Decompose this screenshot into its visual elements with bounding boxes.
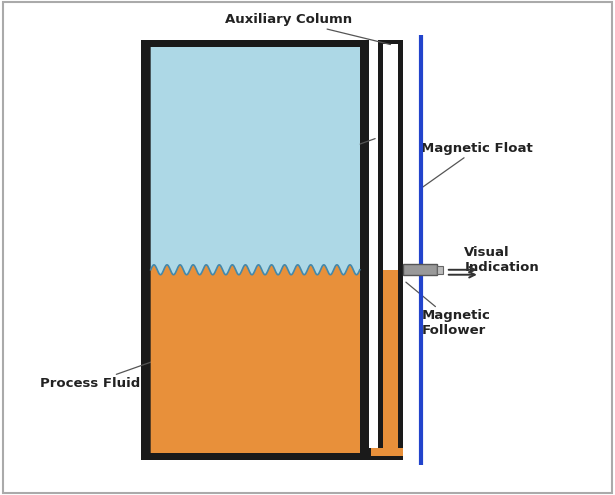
Bar — [371, 448, 403, 456]
Bar — [151, 270, 360, 453]
Text: Auxiliary Column: Auxiliary Column — [226, 13, 391, 45]
Text: Visual
Indication: Visual Indication — [464, 246, 539, 274]
Bar — [151, 47, 360, 270]
Bar — [403, 264, 437, 275]
Bar — [378, 40, 403, 460]
Text: Tank Wall: Tank Wall — [166, 139, 375, 207]
Text: Magnetic Float: Magnetic Float — [421, 142, 533, 188]
Text: Process Fluid: Process Fluid — [40, 342, 209, 390]
Bar — [437, 266, 443, 274]
Bar — [141, 40, 369, 460]
Bar — [383, 44, 398, 456]
Text: Magnetic
Follower: Magnetic Follower — [406, 282, 490, 338]
Bar — [383, 270, 398, 456]
Bar — [366, 448, 403, 460]
